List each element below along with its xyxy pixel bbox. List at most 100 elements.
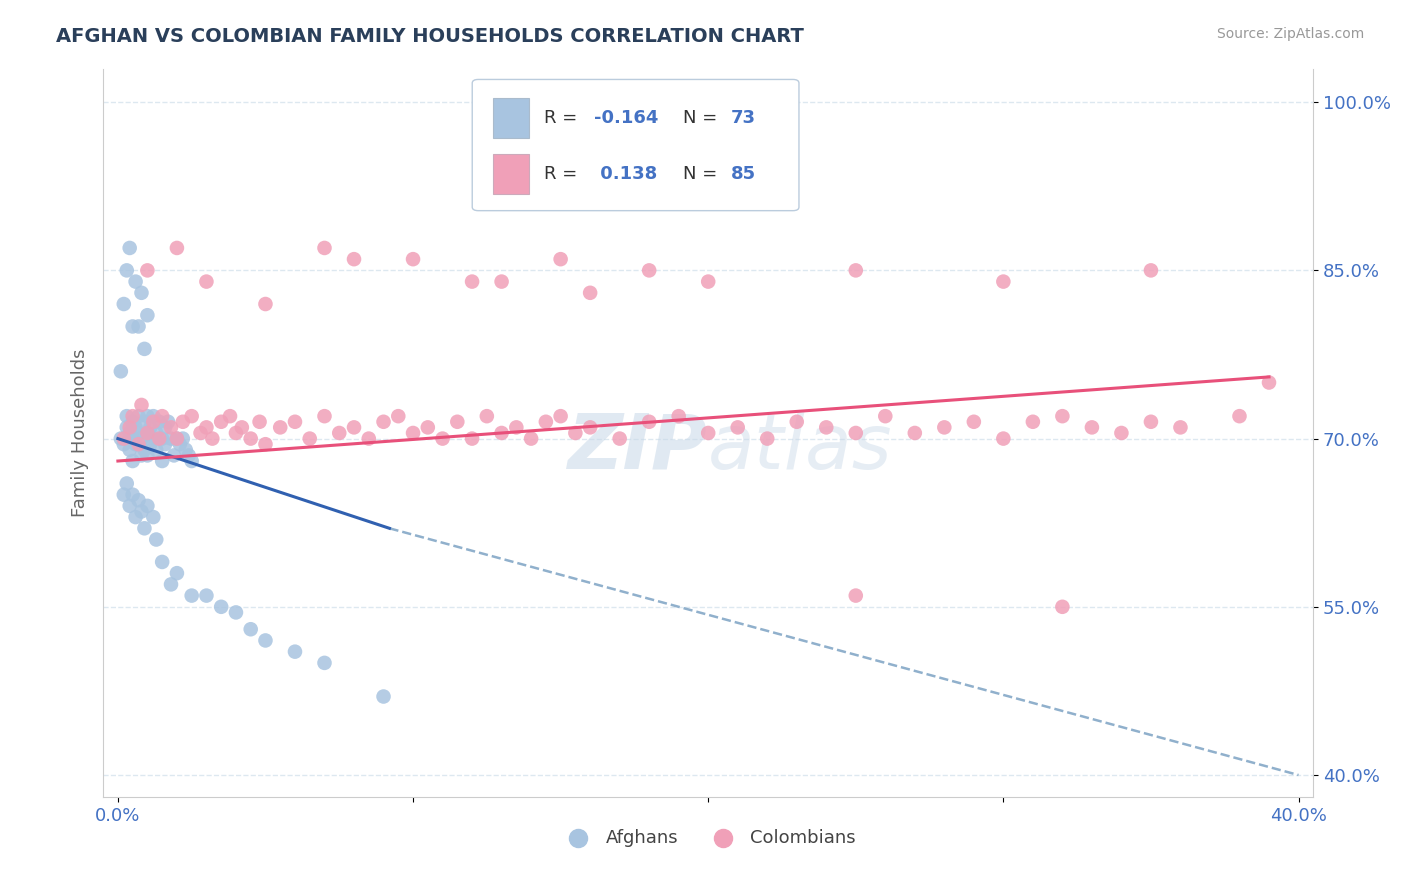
Point: [697, 425, 720, 440]
Point: [225, 425, 247, 440]
Point: [550, 252, 572, 267]
Point: [145, 425, 167, 440]
Point: [475, 409, 498, 424]
Point: [195, 420, 218, 434]
Point: [373, 415, 395, 429]
Point: [115, 476, 138, 491]
Point: [163, 449, 186, 463]
Point: [402, 252, 425, 267]
Text: atlas: atlas: [709, 410, 893, 484]
Point: [1140, 415, 1163, 429]
Point: [343, 252, 366, 267]
Point: [357, 432, 380, 446]
Point: [121, 488, 143, 502]
Point: [461, 275, 484, 289]
Point: [815, 420, 838, 434]
FancyBboxPatch shape: [472, 79, 799, 211]
Point: [157, 415, 180, 429]
Point: [180, 454, 202, 468]
Point: [1111, 425, 1133, 440]
Point: [195, 589, 218, 603]
Point: [174, 442, 197, 457]
Point: [136, 425, 159, 440]
Point: [136, 263, 159, 277]
Point: [904, 425, 927, 440]
Point: [115, 263, 138, 277]
Point: [1258, 376, 1281, 390]
Text: Source: ZipAtlas.com: Source: ZipAtlas.com: [1216, 27, 1364, 41]
Point: [231, 420, 253, 434]
Point: [727, 420, 749, 434]
Point: [195, 275, 218, 289]
Text: -0.164: -0.164: [595, 109, 659, 127]
Point: [131, 449, 153, 463]
Point: [136, 308, 159, 322]
Point: [387, 409, 409, 424]
Point: [121, 432, 143, 446]
Legend: Afghans, Colombians: Afghans, Colombians: [553, 822, 863, 854]
Point: [134, 442, 156, 457]
Point: [115, 420, 138, 434]
Text: 85: 85: [731, 165, 756, 183]
Point: [153, 437, 176, 451]
Point: [169, 437, 191, 451]
Point: [142, 409, 165, 424]
Point: [160, 420, 183, 434]
Point: [550, 409, 572, 424]
Point: [136, 409, 159, 424]
Point: [118, 420, 141, 434]
Point: [145, 533, 167, 547]
Point: [166, 432, 188, 446]
Point: [134, 342, 156, 356]
Point: [373, 690, 395, 704]
Point: [190, 425, 212, 440]
Point: [110, 364, 132, 378]
Point: [128, 425, 150, 440]
Point: [609, 432, 631, 446]
Point: [172, 432, 194, 446]
Point: [963, 415, 986, 429]
Point: [136, 425, 159, 440]
Point: [343, 420, 366, 434]
Point: [124, 510, 146, 524]
Point: [160, 577, 183, 591]
Point: [142, 510, 165, 524]
Point: [1170, 420, 1192, 434]
Point: [209, 599, 232, 614]
Point: [875, 409, 897, 424]
FancyBboxPatch shape: [492, 154, 529, 194]
Text: 0.138: 0.138: [595, 165, 658, 183]
Point: [139, 437, 162, 451]
Point: [148, 432, 170, 446]
Point: [110, 432, 132, 446]
Point: [254, 437, 277, 451]
Point: [112, 297, 135, 311]
Point: [112, 437, 135, 451]
Point: [115, 409, 138, 424]
Point: [668, 409, 690, 424]
Point: [461, 432, 484, 446]
Text: AFGHAN VS COLOMBIAN FAMILY HOUSEHOLDS CORRELATION CHART: AFGHAN VS COLOMBIAN FAMILY HOUSEHOLDS CO…: [56, 27, 804, 45]
Point: [148, 415, 170, 429]
Point: [112, 432, 135, 446]
Point: [180, 589, 202, 603]
Y-axis label: Family Households: Family Households: [72, 349, 89, 517]
Point: [249, 415, 271, 429]
Point: [1052, 409, 1074, 424]
Point: [201, 432, 224, 446]
Point: [136, 499, 159, 513]
Point: [579, 420, 602, 434]
Point: [314, 656, 336, 670]
Point: [314, 409, 336, 424]
Text: R =: R =: [544, 165, 582, 183]
Point: [139, 420, 162, 434]
Point: [136, 449, 159, 463]
Text: 73: 73: [731, 109, 756, 127]
Point: [328, 425, 350, 440]
Text: N =: N =: [683, 165, 723, 183]
Point: [150, 432, 173, 446]
Point: [128, 409, 150, 424]
Point: [128, 493, 150, 508]
Point: [124, 275, 146, 289]
Point: [131, 504, 153, 518]
